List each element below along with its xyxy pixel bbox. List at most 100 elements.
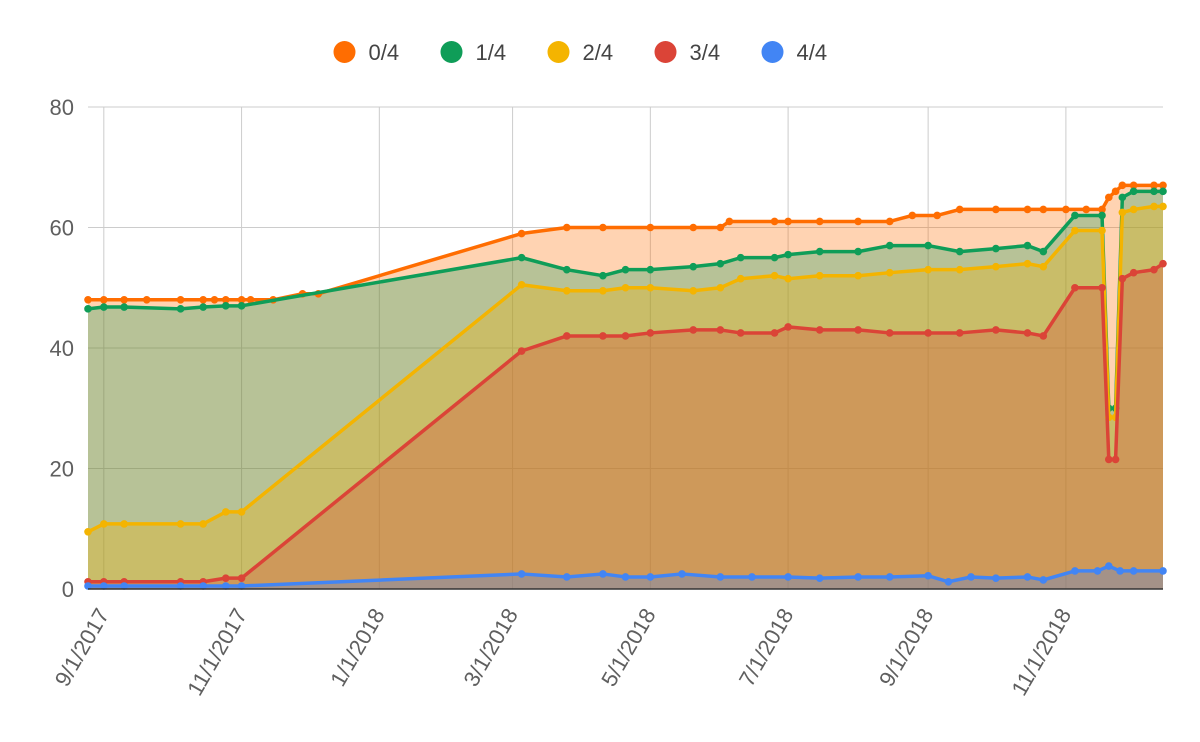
chart-legend: 0/4 1/4 2/4 3/4 4/4 [333, 40, 828, 65]
point-series-1-4 [854, 247, 862, 256]
point-series-3-4 [517, 347, 526, 355]
legend-label-4-4: 4/4 [797, 40, 828, 65]
area-series-1-4 [88, 191, 1163, 589]
point-series-3-4 [1098, 283, 1106, 292]
point-series-4-4 [784, 573, 792, 581]
point-series-3-4 [885, 329, 894, 337]
point-series-1-4 [646, 265, 655, 274]
point-series-4-4 [992, 574, 1000, 582]
point-series-2-4 [885, 268, 894, 277]
point-series-2-4 [716, 283, 725, 292]
point-series-0-4 [1062, 205, 1070, 214]
point-series-4-4 [815, 574, 824, 582]
x-tick-label-2: 1/1/2018 [325, 604, 389, 691]
legend-marker-1-4 [440, 41, 463, 63]
point-series-3-4 [770, 329, 779, 337]
point-series-1-4 [1023, 241, 1032, 250]
point-series-0-4 [854, 217, 862, 226]
point-series-3-4 [1118, 274, 1127, 283]
point-series-4-4 [885, 573, 894, 581]
x-tick-label-1: 11/1/2017 [182, 604, 252, 700]
point-series-1-4 [517, 253, 526, 262]
point-series-4-4 [1071, 567, 1079, 575]
point-series-2-4 [1023, 259, 1032, 268]
point-series-1-4 [992, 244, 1000, 253]
chart-series-lines [84, 181, 1167, 590]
point-series-1-4 [1118, 193, 1127, 202]
point-series-4-4 [1104, 562, 1113, 570]
point-series-2-4 [1150, 202, 1158, 211]
point-series-0-4 [1082, 205, 1091, 214]
point-series-1-4 [599, 271, 607, 280]
point-series-4-4 [1023, 573, 1032, 581]
line-series-0-4 [88, 183, 1163, 302]
point-series-1-4 [176, 305, 185, 313]
point-series-0-4 [237, 296, 246, 304]
legend-marker-2-4 [547, 41, 570, 63]
point-series-2-4 [1159, 202, 1167, 211]
point-series-0-4 [992, 205, 1000, 214]
point-series-0-4 [1129, 181, 1138, 190]
point-series-1-4 [1098, 211, 1106, 220]
y-tick-label-60: 60 [50, 216, 74, 241]
point-series-1-4 [885, 241, 894, 250]
chart-area-fills [88, 185, 1163, 589]
y-tick-label-80: 80 [50, 95, 74, 120]
point-series-1-4 [1159, 187, 1167, 196]
point-series-0-4 [1111, 187, 1120, 196]
point-series-4-4 [599, 570, 607, 578]
point-series-1-4 [1071, 211, 1079, 220]
point-series-0-4 [1023, 205, 1032, 214]
point-series-2-4 [562, 286, 571, 295]
point-series-0-4 [955, 205, 964, 214]
point-series-3-4 [1023, 329, 1032, 337]
point-series-1-4 [100, 303, 108, 311]
point-series-3-4 [221, 574, 230, 582]
point-series-3-4 [562, 332, 571, 340]
point-series-0-4 [1118, 181, 1127, 190]
point-series-3-4 [646, 329, 655, 337]
point-series-3-4 [1159, 259, 1167, 268]
point-series-4-4 [517, 570, 526, 578]
point-series-1-4 [84, 305, 92, 313]
point-series-2-4 [221, 508, 230, 516]
legend-label-2-4: 2/4 [583, 40, 614, 65]
point-series-2-4 [1039, 262, 1048, 271]
x-tick-label-3: 3/1/2018 [458, 604, 522, 691]
point-series-3-4 [599, 332, 607, 340]
point-series-0-4 [885, 217, 894, 226]
area-series-3-4 [88, 263, 1163, 589]
point-series-0-4 [725, 217, 734, 226]
point-series-3-4 [1039, 332, 1048, 340]
point-series-0-4 [646, 223, 655, 232]
point-series-4-4 [176, 582, 185, 590]
point-series-1-4 [562, 265, 571, 274]
point-series-1-4 [1150, 187, 1158, 196]
point-series-4-4 [562, 573, 571, 581]
point-series-0-4 [84, 296, 92, 304]
point-series-2-4 [599, 286, 607, 295]
legend-marker-3-4 [654, 41, 677, 63]
point-series-4-4 [967, 573, 975, 581]
point-series-2-4 [736, 274, 745, 283]
point-series-1-4 [689, 262, 698, 271]
point-series-3-4 [716, 326, 725, 334]
point-series-0-4 [716, 223, 725, 232]
point-series-0-4 [1039, 205, 1048, 214]
point-series-2-4 [199, 520, 207, 528]
point-series-2-4 [621, 283, 630, 292]
point-series-1-4 [1039, 247, 1048, 256]
point-series-0-4 [100, 296, 108, 304]
point-series-0-4 [908, 211, 917, 220]
point-series-0-4 [599, 223, 607, 232]
point-series-3-4 [815, 326, 824, 334]
point-series-3-4 [621, 332, 630, 340]
point-series-2-4 [784, 274, 792, 283]
point-series-3-4 [1071, 283, 1079, 292]
point-series-4-4 [221, 582, 230, 590]
point-series-4-4 [854, 573, 862, 581]
point-series-3-4 [237, 574, 246, 582]
point-series-4-4 [100, 582, 108, 590]
point-series-0-4 [1104, 193, 1113, 202]
point-series-3-4 [689, 326, 698, 334]
